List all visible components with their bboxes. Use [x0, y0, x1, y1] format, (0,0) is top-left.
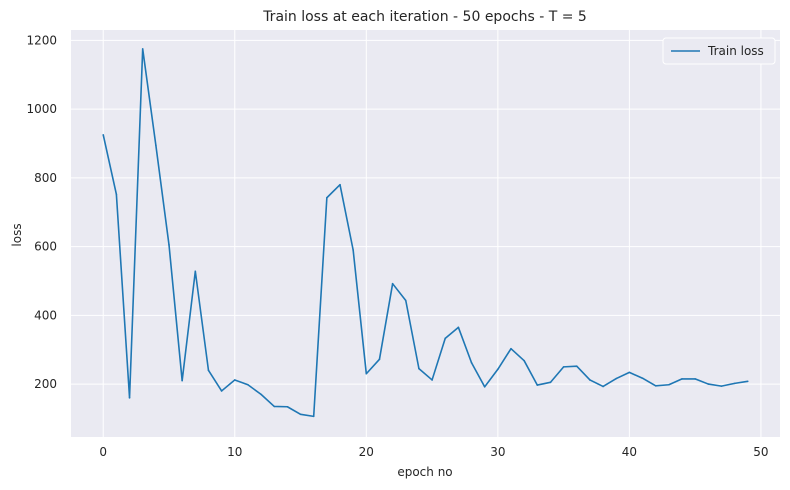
data-point	[746, 380, 749, 383]
data-point	[352, 249, 354, 251]
x-tick-label: 50	[753, 445, 768, 459]
data-point	[654, 384, 657, 387]
y-tick-labels: 200 400 600 800 1000 1200	[26, 33, 57, 391]
data-point	[589, 379, 591, 381]
data-point	[694, 378, 696, 380]
data-point	[273, 405, 276, 408]
data-point	[510, 347, 512, 350]
chart-title: Train loss at each iteration - 50 epochs…	[262, 9, 587, 25]
y-axis-label: loss	[10, 223, 24, 246]
data-point	[220, 390, 223, 392]
data-point	[707, 383, 710, 385]
data-point	[260, 393, 262, 396]
data-point	[128, 397, 131, 399]
legend-box	[662, 37, 776, 65]
data-point	[155, 144, 157, 146]
y-tick-label: 200	[34, 377, 57, 391]
data-point	[418, 367, 420, 370]
data-point	[549, 381, 552, 384]
data-point	[194, 270, 197, 273]
legend-label-train-loss: Train loss	[707, 44, 764, 58]
data-point	[483, 386, 486, 388]
x-tick-label: 20	[359, 445, 374, 459]
data-point	[602, 385, 604, 388]
data-point	[312, 415, 315, 418]
data-point	[378, 358, 381, 361]
data-point	[168, 244, 170, 246]
series-line-train-loss	[102, 48, 748, 418]
y-tick-label: 1000	[26, 102, 57, 116]
data-point	[207, 369, 210, 372]
data-point	[470, 361, 473, 364]
data-point	[444, 337, 447, 340]
x-axis-label: epoch no	[397, 465, 452, 479]
data-point	[391, 282, 394, 285]
data-point	[457, 326, 460, 329]
data-point	[339, 183, 341, 186]
data-point	[247, 383, 249, 386]
data-point	[326, 196, 328, 199]
data-point	[628, 371, 631, 374]
x-tick-label: 40	[622, 445, 637, 459]
x-tick-label: 30	[490, 445, 505, 459]
data-point	[720, 385, 723, 387]
data-point	[181, 379, 183, 382]
y-tick-label: 600	[34, 240, 57, 254]
data-point	[733, 382, 736, 385]
y-tick-label: 400	[34, 308, 57, 322]
legend: Train loss	[662, 37, 776, 65]
data-point	[615, 377, 618, 380]
data-point	[141, 48, 144, 50]
data-point	[681, 378, 683, 380]
data-point	[536, 384, 539, 386]
data-point	[102, 134, 105, 136]
data-point	[365, 372, 368, 375]
y-tick-label: 800	[34, 171, 57, 185]
x-tick-labels: 0 10 20 30 40 50	[99, 445, 768, 459]
plot-area	[71, 30, 780, 437]
data-point	[575, 365, 578, 367]
y-tick-label: 1200	[26, 33, 57, 47]
data-point	[286, 405, 289, 408]
data-point	[115, 193, 118, 196]
data-point	[404, 299, 407, 302]
data-point	[233, 379, 236, 381]
data-point	[299, 413, 302, 416]
data-point	[641, 377, 644, 380]
x-tick-label: 0	[99, 445, 107, 459]
data-point	[523, 359, 525, 362]
data-point	[431, 379, 433, 381]
data-point	[497, 368, 499, 371]
data-points	[102, 48, 749, 418]
data-point	[562, 366, 565, 368]
data-point	[668, 383, 670, 386]
x-tick-label: 10	[227, 445, 242, 459]
grid	[71, 30, 780, 437]
